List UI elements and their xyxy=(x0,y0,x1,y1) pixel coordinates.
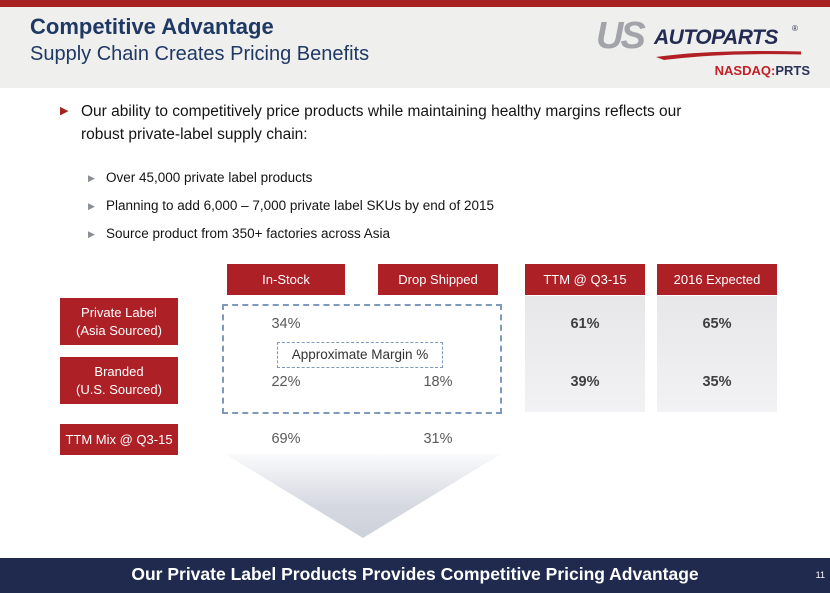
usautoparts-logo: US AUTOPARTS ® NASDAQ:PRTS xyxy=(596,15,814,81)
row-header-line: Branded xyxy=(94,363,144,379)
dashed-highlight-box xyxy=(222,304,502,414)
sub-bullet: ▶ Source product from 350+ factories acr… xyxy=(88,226,728,241)
registered-mark: ® xyxy=(792,24,798,33)
main-bullet-text: Our ability to competitively price produ… xyxy=(81,103,682,144)
ttm-column-background xyxy=(525,296,645,412)
row-header-branded: Branded (U.S. Sourced) xyxy=(60,357,178,404)
slide-header: Competitive Advantage Supply Chain Creat… xyxy=(0,7,830,88)
gray-triangle-bullet-icon: ▶ xyxy=(88,229,95,239)
cell-private-label-2016: 65% xyxy=(702,316,732,332)
sub-bullet: ▶ Over 45,000 private label products xyxy=(88,170,728,185)
ticker-exchange: NASDAQ: xyxy=(714,63,776,78)
row-header-private-label: Private Label (Asia Sourced) xyxy=(60,298,178,345)
column-header-2016-expected: 2016 Expected xyxy=(657,264,777,295)
column-header-drop-shipped: Drop Shipped xyxy=(378,264,498,295)
row-header-ttm-mix: TTM Mix @ Q3-15 xyxy=(60,424,178,455)
top-accent-bar xyxy=(0,0,830,7)
cell-ttm-mix-in-stock: 69% xyxy=(271,431,301,447)
ticker-symbol: PRTS xyxy=(775,63,810,78)
slide-subtitle: Supply Chain Creates Pricing Benefits xyxy=(30,42,370,65)
title-block: Competitive Advantage Supply Chain Creat… xyxy=(30,13,369,67)
column-header-ttm-q3-15: TTM @ Q3-15 xyxy=(525,264,645,295)
bottom-banner: Our Private Label Products Provides Comp… xyxy=(0,558,830,593)
cell-branded-in-stock: 22% xyxy=(271,374,301,390)
main-bullet: ▶ Our ability to competitively price pro… xyxy=(60,100,750,147)
down-arrow-shape xyxy=(225,454,501,538)
column-header-in-stock: In-Stock xyxy=(227,264,345,295)
expected-column-background xyxy=(657,296,777,412)
logo-us-text: US xyxy=(596,15,646,57)
sub-bullet-text: Source product from 350+ factories acros… xyxy=(106,226,391,241)
cell-branded-2016: 35% xyxy=(702,374,732,390)
approximate-margin-label: Approximate Margin % xyxy=(277,342,443,368)
gray-triangle-bullet-icon: ▶ xyxy=(88,201,95,211)
sub-bullet-text: Over 45,000 private label products xyxy=(106,170,313,185)
row-header-line: (U.S. Sourced) xyxy=(76,381,162,397)
row-header-line: TTM Mix @ Q3-15 xyxy=(65,431,173,447)
page-number: 11 xyxy=(815,570,825,580)
cell-ttm-mix-drop-shipped: 31% xyxy=(423,431,453,447)
sub-bullet-text: Planning to add 6,000 – 7,000 private la… xyxy=(106,198,495,213)
slide-title: Competitive Advantage xyxy=(30,14,274,39)
gray-triangle-bullet-icon: ▶ xyxy=(88,173,95,183)
logo-swoosh-icon xyxy=(656,50,801,60)
sub-bullet: ▶ Planning to add 6,000 – 7,000 private … xyxy=(88,198,728,213)
cell-private-label-ttm: 61% xyxy=(570,316,600,332)
row-header-line: (Asia Sourced) xyxy=(76,322,162,338)
logo-autoparts-text: AUTOPARTS xyxy=(654,26,778,49)
row-header-line: Private Label xyxy=(81,304,157,320)
ticker: NASDAQ:PRTS xyxy=(596,63,810,78)
cell-branded-drop-shipped: 18% xyxy=(423,374,453,390)
banner-text: Our Private Label Products Provides Comp… xyxy=(131,564,699,584)
cell-private-label-in-stock: 34% xyxy=(271,316,301,332)
red-triangle-bullet-icon: ▶ xyxy=(60,105,69,117)
cell-branded-ttm: 39% xyxy=(570,374,600,390)
